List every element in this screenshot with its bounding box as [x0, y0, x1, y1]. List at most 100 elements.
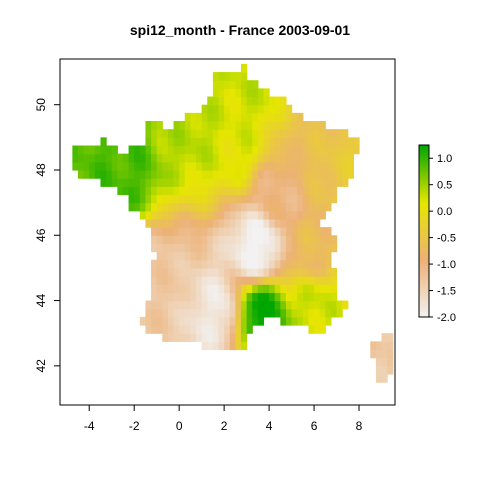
- raster-cell: [240, 194, 248, 204]
- legend-color-step: [419, 246, 429, 249]
- raster-cell: [134, 194, 141, 204]
- raster-cell: [280, 235, 287, 245]
- raster-cell: [173, 308, 180, 318]
- raster-cell: [218, 251, 225, 261]
- raster-cell: [235, 96, 242, 106]
- raster-cell: [218, 145, 225, 155]
- raster-cell: [240, 153, 248, 163]
- raster-cell: [330, 186, 338, 196]
- raster-cell: [240, 186, 248, 196]
- raster-cell: [224, 129, 231, 138]
- raster-cell: [252, 284, 259, 293]
- raster-cell: [212, 284, 220, 293]
- raster-cell: [297, 276, 304, 285]
- raster-cell: [246, 251, 253, 261]
- raster-cell: [314, 267, 321, 277]
- raster-cell: [190, 308, 197, 318]
- raster-cell: [235, 308, 242, 318]
- raster-cell: [257, 308, 265, 318]
- raster-cell: [218, 96, 225, 106]
- raster-cell: [235, 235, 242, 245]
- raster-cell: [122, 169, 130, 179]
- raster-cell: [308, 243, 315, 253]
- raster-cell: [330, 145, 338, 155]
- raster-cell: [100, 161, 107, 171]
- raster-cell: [156, 121, 163, 130]
- raster-cell: [308, 227, 315, 236]
- raster-cell: [212, 259, 220, 269]
- raster-cell: [196, 227, 203, 236]
- raster-cell: [269, 178, 276, 187]
- raster-cell: [156, 308, 163, 318]
- legend-color-step: [419, 192, 429, 196]
- raster-cell: [246, 194, 253, 204]
- raster-cell: [302, 235, 310, 245]
- raster-cell: [314, 235, 321, 245]
- raster-cell: [207, 276, 214, 285]
- raster-cell: [151, 129, 158, 138]
- raster-cell: [89, 153, 96, 163]
- raster-cell: [235, 186, 242, 196]
- raster-cell: [240, 218, 248, 228]
- raster-cell: [229, 202, 236, 212]
- raster-cell: [162, 178, 169, 187]
- raster-cell: [122, 153, 130, 163]
- raster-cell: [297, 218, 304, 228]
- raster-cell: [330, 137, 338, 147]
- raster-cell: [297, 121, 304, 130]
- raster-cell: [252, 80, 259, 89]
- raster-cell: [190, 284, 197, 293]
- raster-cell: [274, 210, 281, 220]
- raster-cell: [201, 235, 208, 245]
- raster-cell: [257, 153, 265, 163]
- raster-cell: [207, 251, 214, 261]
- raster-cell: [77, 169, 85, 179]
- raster-cell: [139, 186, 147, 196]
- raster-cell: [235, 333, 242, 342]
- raster-cell: [235, 284, 242, 293]
- raster-cell: [297, 178, 304, 187]
- legend-color-step: [419, 200, 429, 203]
- raster-cell: [342, 137, 349, 147]
- raster-cell: [269, 251, 276, 261]
- raster-cell: [151, 153, 158, 163]
- raster-cell: [156, 259, 163, 269]
- raster-cell: [257, 292, 265, 302]
- raster-cell: [184, 178, 191, 187]
- raster-cell: [302, 186, 310, 196]
- raster-cell: [224, 276, 231, 285]
- raster-cell: [111, 161, 118, 171]
- raster-cell: [179, 194, 186, 204]
- raster-cell: [224, 202, 231, 212]
- raster-cell: [246, 243, 253, 253]
- raster-cell: [151, 235, 158, 245]
- raster-cell: [342, 169, 349, 179]
- raster-cell: [162, 284, 169, 293]
- raster-cell: [246, 308, 253, 318]
- raster-cell: [139, 202, 147, 212]
- raster-cell: [179, 333, 186, 342]
- raster-cell: [184, 210, 191, 220]
- raster-cell: [285, 300, 293, 310]
- raster-cell: [179, 137, 186, 147]
- raster-cell: [207, 333, 214, 342]
- raster-cell: [375, 365, 383, 375]
- raster-cell: [179, 292, 186, 302]
- raster-cell: [302, 284, 310, 293]
- raster-cell: [285, 243, 293, 253]
- x-tick-label: 8: [356, 419, 363, 433]
- raster-cell: [308, 259, 315, 269]
- raster-cell: [285, 169, 293, 179]
- legend-color-step: [419, 167, 429, 171]
- chart-title: spi12_month - France 2003-09-01: [129, 22, 351, 38]
- raster-cell: [167, 218, 175, 228]
- raster-cell: [229, 227, 236, 236]
- raster-cell: [167, 210, 175, 220]
- raster-cell: [381, 349, 388, 359]
- raster-cell: [184, 112, 191, 122]
- raster-cell: [342, 161, 349, 171]
- raster-cell: [246, 121, 253, 130]
- raster-cell: [280, 292, 287, 302]
- raster-cell: [162, 169, 169, 179]
